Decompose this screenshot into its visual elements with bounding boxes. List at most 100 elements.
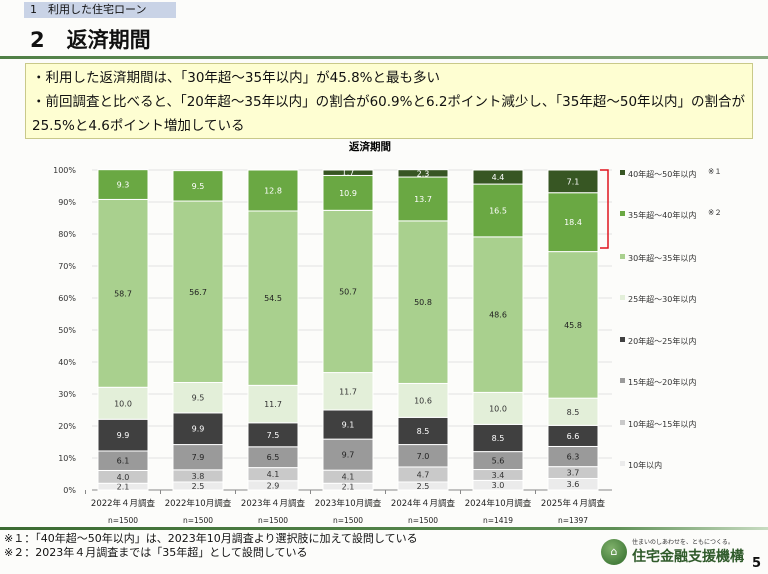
data-label: 9.7 bbox=[342, 451, 355, 460]
y-tick-label: 10% bbox=[58, 454, 76, 463]
data-label: 7.5 bbox=[267, 431, 280, 440]
data-label: 3.0 bbox=[492, 481, 505, 490]
n-label: n=1500 bbox=[108, 516, 138, 525]
n-label: n=1419 bbox=[483, 516, 513, 525]
data-label: 12.8 bbox=[264, 186, 282, 195]
data-label: 9.3 bbox=[117, 181, 130, 190]
data-label: 9.1 bbox=[342, 421, 355, 430]
x-tick-label: 2024年４月調査 bbox=[391, 498, 456, 509]
page-title: 2 返済期間 bbox=[30, 24, 173, 54]
legend-swatch bbox=[620, 295, 625, 300]
bar-segment bbox=[472, 423, 524, 453]
bar-segment bbox=[472, 169, 524, 185]
legend-swatch bbox=[620, 461, 625, 466]
legend-swatch bbox=[620, 211, 625, 216]
house-logo-icon: ⌂ bbox=[601, 538, 627, 565]
n-label: n=1500 bbox=[258, 516, 288, 525]
footnote-1: ※１：「40年超～50年以内」は、2023年10月調査より選択肢に加えて設問して… bbox=[4, 532, 418, 545]
legend-label: 30年超～35年以内 bbox=[628, 253, 696, 263]
chart-title: 返済期間 bbox=[349, 140, 391, 153]
y-tick-label: 40% bbox=[58, 358, 76, 367]
x-tick-label: 2023年10月調査 bbox=[315, 498, 382, 509]
data-label: 56.7 bbox=[189, 288, 207, 297]
data-label: 2.1 bbox=[342, 483, 355, 492]
data-label: 11.7 bbox=[264, 400, 282, 409]
y-tick-label: 70% bbox=[58, 262, 76, 271]
x-tick-label: 2022年４月調査 bbox=[91, 498, 156, 509]
bar-segment bbox=[172, 200, 224, 383]
data-label: 2.5 bbox=[192, 482, 205, 491]
y-tick-label: 90% bbox=[58, 198, 76, 207]
data-label: 13.7 bbox=[414, 195, 432, 204]
data-label: 6.1 bbox=[117, 457, 130, 466]
data-label: 8.5 bbox=[492, 434, 505, 443]
data-label: 3.4 bbox=[492, 471, 505, 480]
legend-label: 40年超～50年以内 bbox=[628, 169, 696, 179]
data-label: 6.5 bbox=[267, 453, 280, 462]
data-label: 9.5 bbox=[192, 394, 205, 403]
legend-label: 20年超～25年以内 bbox=[628, 336, 696, 346]
footnotes: ※１：「40年超～50年以内」は、2023年10月調査より選択肢に加えて設問して… bbox=[4, 532, 418, 560]
header-divider bbox=[0, 56, 768, 59]
data-label: 4.4 bbox=[492, 173, 505, 182]
x-tick-label: 2025年４月調査 bbox=[541, 498, 606, 509]
bar-segment bbox=[247, 210, 299, 386]
summary-line-2: ・前回調査と比べると、「20年超～35年以内」の割合が60.9%と6.2ポイント… bbox=[32, 94, 746, 134]
x-tick-label: 2024年10月調査 bbox=[465, 498, 532, 509]
data-label: 3.7 bbox=[567, 469, 580, 478]
legend-swatch bbox=[620, 420, 625, 425]
data-label: 10.0 bbox=[114, 399, 132, 408]
bar-segment bbox=[97, 418, 149, 452]
bar-segment bbox=[397, 220, 449, 384]
bar-segment bbox=[172, 381, 224, 414]
y-tick-label: 30% bbox=[58, 390, 76, 399]
bar-segment bbox=[322, 409, 374, 440]
bar-segment bbox=[97, 169, 149, 200]
n-label: n=1500 bbox=[183, 516, 213, 525]
bar-segment bbox=[322, 169, 374, 176]
data-label: 48.6 bbox=[489, 311, 507, 320]
data-label: 9.9 bbox=[192, 425, 205, 434]
n-label: n=1500 bbox=[333, 516, 363, 525]
summary-box: ・利用した返済期間は、「30年超～35年以内」が45.8%と最も多い ・前回調査… bbox=[25, 63, 753, 139]
data-label: 4.1 bbox=[342, 473, 355, 482]
bar-segment bbox=[172, 412, 224, 446]
legend-label: 25年超～30年以内 bbox=[628, 294, 696, 304]
legend-note: ※１ bbox=[708, 167, 722, 176]
logo-name: 住宅金融支援機構 bbox=[632, 549, 744, 565]
data-label: 16.5 bbox=[489, 206, 507, 215]
data-label: 9.9 bbox=[117, 431, 130, 440]
bar-segment bbox=[547, 251, 599, 399]
bar-segment bbox=[97, 198, 149, 388]
logo: ⌂ 住まいのしあわせを、ともにつくる。 住宅金融支援機構 bbox=[601, 537, 744, 566]
legend-swatch bbox=[620, 254, 625, 259]
data-label: 6.3 bbox=[567, 453, 580, 462]
x-tick-label: 2023年４月調査 bbox=[241, 498, 306, 509]
legend-swatch bbox=[620, 337, 625, 342]
bar-segment bbox=[397, 382, 449, 418]
bar-segment bbox=[397, 169, 449, 178]
data-label: 54.5 bbox=[264, 294, 282, 303]
data-label: 4.0 bbox=[117, 473, 130, 482]
data-label: 3.6 bbox=[567, 480, 580, 489]
legend-label: 10年以内 bbox=[628, 460, 662, 470]
data-label: 50.8 bbox=[414, 298, 432, 307]
data-label: 5.6 bbox=[492, 457, 505, 466]
footer-divider bbox=[0, 527, 768, 530]
logo-tagline: 住まいのしあわせを、ともにつくる。 bbox=[632, 539, 734, 546]
data-label: 45.8 bbox=[564, 321, 582, 330]
title-number: 2 bbox=[30, 28, 45, 52]
data-label: 8.5 bbox=[567, 408, 580, 417]
y-tick-label: 80% bbox=[58, 230, 76, 239]
y-tick-label: 100% bbox=[53, 166, 76, 175]
title-text: 返済期間 bbox=[66, 28, 151, 52]
bar-segment bbox=[472, 391, 524, 425]
data-label: 2.3 bbox=[417, 169, 430, 178]
data-label: 50.7 bbox=[339, 287, 357, 296]
data-label: 7.9 bbox=[192, 453, 205, 462]
n-label: n=1500 bbox=[408, 516, 438, 525]
data-label: 6.6 bbox=[567, 432, 580, 441]
y-tick-label: 0% bbox=[63, 486, 76, 495]
data-label: 10.0 bbox=[489, 404, 507, 413]
y-tick-label: 60% bbox=[58, 294, 76, 303]
